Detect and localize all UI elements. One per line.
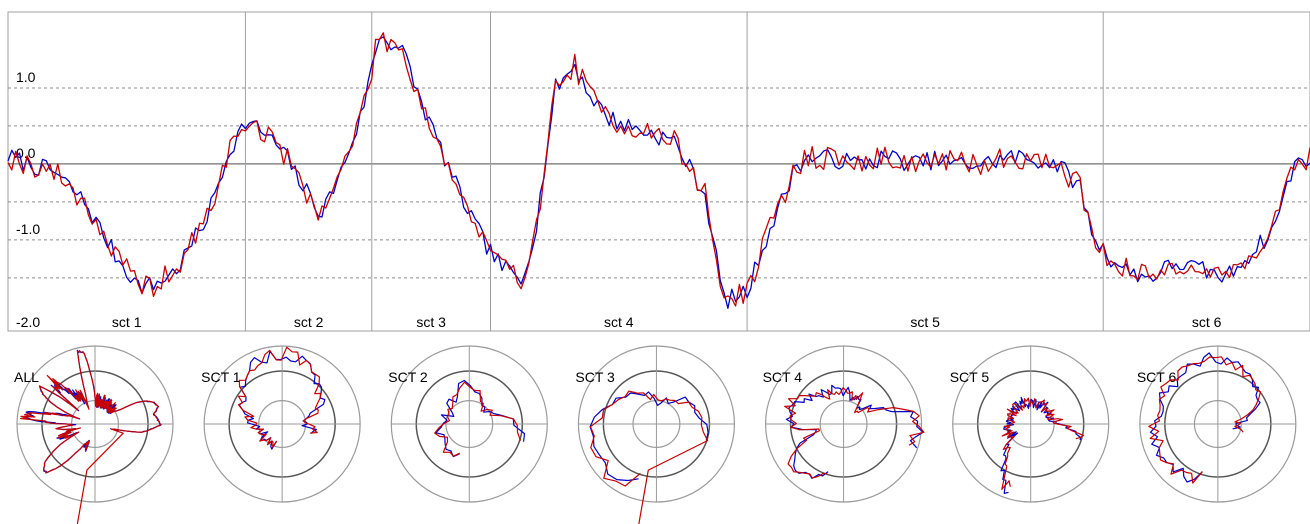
- polar-panel: SCT 1: [201, 345, 361, 503]
- polar-trace: [784, 387, 925, 479]
- polar-panel: SCT 2: [388, 345, 548, 503]
- polar-trace: [23, 349, 162, 474]
- polar-panel-label: SCT 1: [201, 369, 241, 385]
- polar-panel-label: SCT 5: [950, 369, 990, 385]
- section-label: sct 2: [294, 314, 324, 330]
- polar-trace: [20, 350, 162, 524]
- polar-trace: [785, 384, 924, 479]
- polar-panel-label: SCT 6: [1137, 369, 1177, 385]
- polar-trace: [589, 391, 709, 482]
- section-label: sct 1: [112, 314, 142, 330]
- polar-trace: [589, 390, 709, 524]
- y-tick-label: 1.0: [16, 69, 36, 85]
- polar-panel: ALL: [14, 345, 174, 524]
- polar-panel-label: SCT 2: [388, 369, 428, 385]
- polar-panel: SCT 6: [1137, 345, 1297, 503]
- section-label: sct 4: [604, 314, 634, 330]
- polar-panel: SCT 4: [763, 345, 925, 503]
- polar-trace: [238, 350, 326, 450]
- main-line-chart: sct 1 sct 2 sct 3 sct 4 sct 5 sct 61.00.0-1.0…: [7, 11, 1310, 332]
- polar-panel-label: SCT 4: [763, 369, 803, 385]
- section-label: sct 3: [416, 314, 446, 330]
- polar-trace: [1149, 352, 1261, 483]
- polar-panels: ALL SCT 1 SCT 2 SCT 3 SCT 4 SCT 5 SCT 6: [14, 345, 1297, 524]
- plot-frame: [7, 11, 1310, 332]
- polar-trace: [1001, 397, 1085, 490]
- y-tick-label: -1.0: [16, 221, 40, 237]
- polar-panel: SCT 5: [950, 345, 1110, 503]
- section-label: sct 6: [1192, 314, 1222, 330]
- polar-trace: [1148, 356, 1262, 484]
- polar-panel: SCT 3: [575, 345, 736, 524]
- polar-panel-label: SCT 3: [575, 369, 615, 385]
- polar-trace: [434, 381, 522, 457]
- polar-panel-label: ALL: [14, 369, 39, 385]
- series-line: [7, 36, 1310, 309]
- y-tick-label: -2.0: [16, 314, 40, 330]
- section-label: sct 5: [910, 314, 940, 330]
- series-line: [7, 32, 1310, 307]
- polar-trace: [237, 346, 322, 448]
